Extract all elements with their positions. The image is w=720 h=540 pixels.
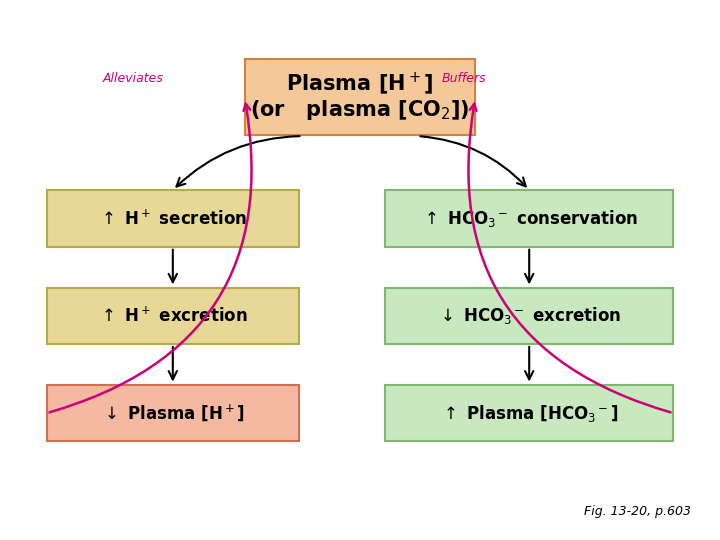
Text: $\uparrow$ Plasma [HCO$_3$$^-$]: $\uparrow$ Plasma [HCO$_3$$^-$] (440, 403, 618, 423)
Text: $\downarrow$ HCO$_3$$^-$ excretion: $\downarrow$ HCO$_3$$^-$ excretion (437, 306, 621, 326)
Text: Fig. 13-20, p.603: Fig. 13-20, p.603 (584, 505, 691, 518)
FancyBboxPatch shape (385, 191, 673, 247)
FancyBboxPatch shape (47, 191, 299, 247)
FancyBboxPatch shape (385, 287, 673, 345)
Text: (or   plasma [CO$_2$]): (or plasma [CO$_2$]) (250, 98, 470, 122)
Text: Buffers: Buffers (442, 72, 487, 85)
FancyBboxPatch shape (47, 384, 299, 442)
Text: $\uparrow$ HCO$_3$$^-$ conservation: $\uparrow$ HCO$_3$$^-$ conservation (420, 208, 638, 229)
Text: $\uparrow$ H$^+$ excretion: $\uparrow$ H$^+$ excretion (98, 306, 248, 326)
Text: $\downarrow$ Plasma [H$^+$]: $\downarrow$ Plasma [H$^+$] (101, 403, 245, 423)
Text: Plasma [H$^+$]: Plasma [H$^+$] (287, 70, 433, 97)
FancyBboxPatch shape (47, 287, 299, 345)
Text: Alleviates: Alleviates (103, 72, 163, 85)
FancyBboxPatch shape (385, 384, 673, 442)
FancyBboxPatch shape (245, 59, 475, 135)
Text: $\uparrow$ H$^+$ secretion: $\uparrow$ H$^+$ secretion (99, 209, 247, 228)
